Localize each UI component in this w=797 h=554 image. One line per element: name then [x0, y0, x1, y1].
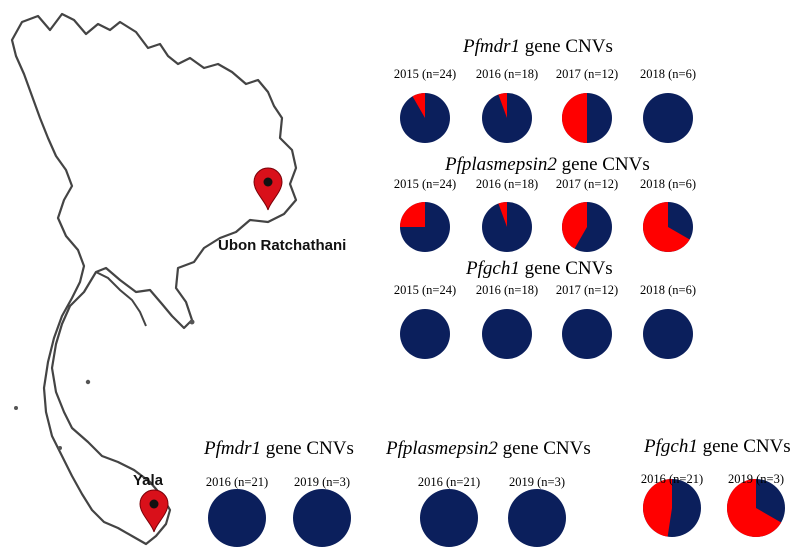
title-suffix: gene CNVs — [520, 36, 613, 57]
pie-slice-no-cnv — [482, 309, 532, 359]
pie-ubon-pfplasmepsin2-1: 2016 (n=18) — [476, 177, 538, 252]
pie-label: 2016 (n=18) — [476, 177, 538, 191]
pie-label: 2017 (n=12) — [556, 177, 618, 191]
island-mark — [58, 446, 62, 450]
ubon-ratchathani-pin-icon — [253, 167, 283, 211]
yala-pfgch1-title: Pfgch1 gene CNVs — [644, 436, 791, 458]
pie-ubon-pfplasmepsin2-3: 2018 (n=6) — [640, 177, 696, 252]
ubon-pfmdr1-title: Pfmdr1 gene CNVs — [463, 36, 613, 58]
pie-ubon-pfplasmepsin2-0: 2015 (n=24) — [394, 177, 456, 252]
ubon-pfgch1-title: Pfgch1 gene CNVs — [466, 258, 613, 280]
island-mark — [14, 406, 18, 410]
pie-label: 2016 (n=18) — [476, 283, 538, 297]
yala-pfplasmepsin2-title: Pfplasmepsin2 gene CNVs — [386, 438, 591, 460]
pie-label: 2016 (n=21) — [418, 475, 480, 489]
pie-label: 2015 (n=24) — [394, 283, 456, 297]
pie-slice-no-cnv — [420, 489, 478, 547]
pie-label: 2016 (n=21) — [641, 472, 703, 486]
gene-name: Pfplasmepsin2 — [445, 154, 557, 175]
island-mark — [85, 379, 91, 385]
pie-label: 2018 (n=6) — [640, 283, 696, 297]
pie-yala-pfgch1-1: 2019 (n=3) — [727, 472, 785, 537]
title-suffix: gene CNVs — [556, 154, 650, 175]
pie-slice-cnv — [643, 202, 690, 252]
gene-name: Pfplasmepsin2 — [386, 438, 498, 459]
pie-slice-no-cnv — [508, 489, 566, 547]
title-suffix: gene CNVs — [697, 436, 791, 457]
pie-ubon-pfgch1-2: 2017 (n=12) — [556, 283, 618, 359]
pie-slice-cnv — [412, 93, 425, 118]
pie-slice-cnv — [400, 202, 425, 227]
pie-slice-no-cnv — [643, 93, 693, 143]
pie-label: 2019 (n=3) — [294, 475, 350, 489]
title-suffix: gene CNVs — [519, 258, 613, 279]
pie-ubon-pfmdr1-0: 2015 (n=24) — [394, 67, 456, 143]
ubon-pfplasmepsin2-title: Pfplasmepsin2 gene CNVs — [445, 154, 650, 176]
yala-pfmdr1-title: Pfmdr1 gene CNVs — [204, 438, 354, 460]
gene-name: Pfmdr1 — [463, 36, 520, 57]
gene-name: Pfgch1 — [466, 258, 520, 279]
gene-name: Pfgch1 — [644, 436, 698, 457]
pie-ubon-pfgch1-1: 2016 (n=18) — [476, 283, 538, 359]
ubon-ratchathani-label: Ubon Ratchathani — [218, 237, 347, 254]
title-suffix: gene CNVs — [497, 438, 591, 459]
pie-yala-pfplasmepsin2-0: 2016 (n=21) — [418, 475, 480, 547]
yala-pin-icon — [139, 489, 169, 533]
pie-label: 2019 (n=3) — [728, 472, 784, 486]
pie-yala-pfmdr1-0: 2016 (n=21) — [206, 475, 268, 547]
pie-slice-cnv — [498, 201, 507, 227]
pie-slice-no-cnv — [293, 489, 351, 547]
pie-slice-cnv — [727, 479, 782, 537]
pie-yala-pfgch1-0: 2016 (n=21) — [641, 472, 703, 537]
pie-label: 2015 (n=24) — [394, 67, 456, 81]
pie-label: 2018 (n=6) — [640, 177, 696, 191]
pie-slice-cnv — [498, 92, 507, 118]
pie-slice-no-cnv — [643, 309, 693, 359]
pie-ubon-pfplasmepsin2-2: 2017 (n=12) — [556, 177, 618, 252]
pie-label: 2015 (n=24) — [394, 177, 456, 191]
pie-slice-cnv — [561, 201, 587, 249]
pie-ubon-pfmdr1-1: 2016 (n=18) — [476, 67, 538, 143]
bangkok-gulf-coast — [95, 271, 147, 327]
pie-slice-cnv — [562, 93, 587, 143]
pie-label: 2016 (n=18) — [476, 67, 538, 81]
thailand-outline — [10, 12, 298, 546]
pie-ubon-pfgch1-3: 2018 (n=6) — [640, 283, 696, 359]
pie-ubon-pfmdr1-3: 2018 (n=6) — [640, 67, 696, 143]
pie-yala-pfplasmepsin2-1: 2019 (n=3) — [508, 475, 566, 547]
pie-slice-no-cnv — [562, 309, 612, 359]
pie-label: 2019 (n=3) — [509, 475, 565, 489]
title-suffix: gene CNVs — [261, 438, 354, 459]
gene-name: Pfmdr1 — [204, 438, 261, 459]
island-mark — [189, 319, 195, 325]
pie-label: 2018 (n=6) — [640, 67, 696, 81]
pie-ubon-pfgch1-0: 2015 (n=24) — [394, 283, 456, 359]
yala-label: Yala — [133, 472, 164, 489]
pie-slice-no-cnv — [208, 489, 266, 547]
pie-ubon-pfmdr1-2: 2017 (n=12) — [556, 67, 618, 143]
pie-slice-no-cnv — [400, 309, 450, 359]
pie-label: 2017 (n=12) — [556, 67, 618, 81]
pie-label: 2017 (n=12) — [556, 283, 618, 297]
pie-label: 2016 (n=21) — [206, 475, 268, 489]
pie-slice-cnv — [643, 479, 672, 537]
pie-yala-pfmdr1-1: 2019 (n=3) — [293, 475, 351, 547]
